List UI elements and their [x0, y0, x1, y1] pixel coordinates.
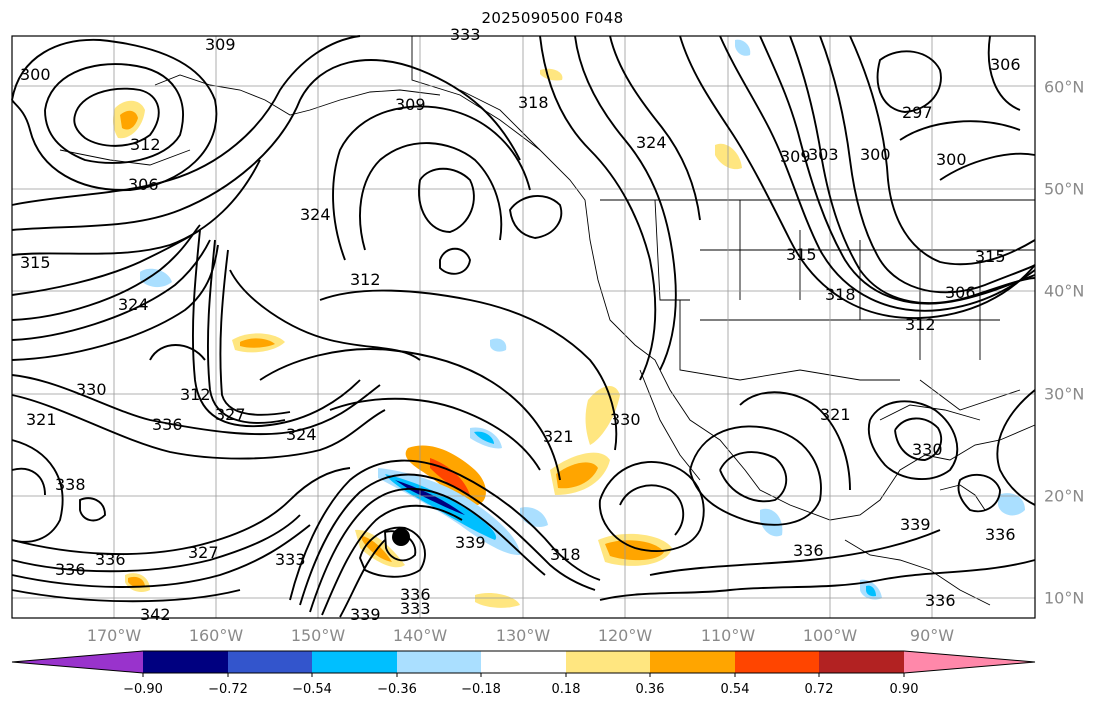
latitude-label: 30°N [1044, 384, 1085, 404]
contour-label: 312 [130, 135, 161, 154]
longitude-label: 100°W [802, 626, 858, 645]
longitude-label: 120°W [597, 626, 653, 645]
colorbar-segment [819, 651, 904, 673]
contour-label: 324 [118, 295, 149, 314]
contour-label: 339 [900, 515, 931, 534]
contour-label: 300 [936, 150, 967, 169]
colorbar-tick-label: −0.54 [292, 682, 332, 697]
colorbar-tick-label: 0.18 [551, 682, 581, 697]
plot-frame [11, 35, 1036, 619]
colorbar [11, 650, 1036, 677]
latitude-label: 50°N [1044, 179, 1085, 199]
contour-label: 309 [205, 35, 236, 54]
storm-marker-icon [392, 528, 410, 546]
contour-label: 309 [395, 95, 426, 114]
contour-lines [11, 35, 1036, 618]
contour-label: 315 [20, 253, 51, 272]
longitude-label: 150°W [290, 626, 346, 645]
contour-label: 300 [20, 65, 51, 84]
contour-label-group: 300 309 312 306 309 318 324 309 303 300 … [20, 25, 1021, 624]
contour-label: 330 [610, 410, 641, 429]
colorbar-segment [566, 651, 650, 673]
contour-label: 297 [902, 103, 933, 122]
colorbar-tick-label: −0.90 [123, 682, 163, 697]
contour-label: 330 [76, 380, 107, 399]
contour-label: 336 [793, 541, 824, 560]
contour-label: 315 [975, 247, 1006, 266]
contour-label: 327 [215, 405, 246, 424]
contour-label: 336 [95, 550, 126, 569]
contour-label: 333 [450, 25, 481, 44]
colorbar-segment [735, 651, 819, 673]
contour-label: 336 [55, 560, 86, 579]
contour-label: 306 [128, 175, 159, 194]
contour-label: 324 [636, 133, 667, 152]
contour-label: 324 [286, 425, 317, 444]
contour-label: 333 [400, 599, 431, 618]
contour-label: 339 [455, 533, 486, 552]
colorbar-tick-label: 0.36 [635, 682, 665, 697]
colorbar-segment [312, 651, 397, 673]
gridlines [12, 36, 1035, 618]
colorbar-extend-low [12, 651, 143, 673]
contour-label: 312 [350, 270, 381, 289]
colorbar-extend-high [904, 651, 1035, 673]
longitude-label: 170°W [86, 626, 142, 645]
contour-label: 333 [275, 550, 306, 569]
colorbar-segment [650, 651, 735, 673]
latitude-label: 60°N [1044, 77, 1085, 97]
contour-label: 318 [518, 93, 549, 112]
contour-label: 312 [905, 315, 936, 334]
longitude-label: 130°W [495, 626, 551, 645]
colorbar-segment [143, 651, 228, 673]
contour-label: 318 [825, 285, 856, 304]
colorbar-segment [397, 651, 481, 673]
longitude-label: 110°W [700, 626, 756, 645]
contour-label: 306 [945, 283, 976, 302]
colorbar-segment [481, 651, 566, 673]
contour-label: 306 [990, 55, 1021, 74]
colorbar-tick-label: −0.72 [208, 682, 248, 697]
contour-label: 336 [400, 585, 431, 604]
contour-label: 321 [543, 427, 574, 446]
map-title: 2025090500 F048 [481, 9, 624, 27]
colorbar-tick-label: −0.36 [377, 682, 417, 697]
latitude-label: 10°N [1044, 588, 1085, 608]
contour-label: 315 [786, 245, 817, 264]
colorbar-tick-label: 0.72 [804, 682, 834, 697]
contour-label: 342 [140, 605, 171, 624]
contour-label: 300 [860, 145, 891, 164]
contour-label: 321 [820, 405, 851, 424]
contour-label: 303 [808, 145, 839, 164]
plot-area [12, 36, 1035, 618]
longitude-label: 160°W [188, 626, 244, 645]
longitude-label: 140°W [392, 626, 448, 645]
latitude-label: 40°N [1044, 281, 1085, 301]
contour-label: 324 [300, 205, 331, 224]
contour-label: 321 [26, 410, 57, 429]
contour-label: 336 [152, 415, 183, 434]
colorbar-tick-label: −0.18 [461, 682, 501, 697]
contour-label: 339 [350, 605, 381, 624]
contour-label: 318 [550, 545, 581, 564]
contour-label: 336 [985, 525, 1016, 544]
latitude-label: 20°N [1044, 486, 1085, 506]
contour-label: 327 [188, 543, 219, 562]
contour-label: 338 [55, 475, 86, 494]
colorbar-tick-label: 0.90 [889, 682, 919, 697]
contour-label: 330 [912, 440, 943, 459]
colorbar-segment [228, 651, 312, 673]
contour-label: 336 [925, 591, 956, 610]
longitude-label: 90°W [909, 626, 955, 645]
contour-label: 309 [780, 147, 811, 166]
contour-label: 312 [180, 385, 211, 404]
colorbar-tick-label: 0.54 [720, 682, 750, 697]
